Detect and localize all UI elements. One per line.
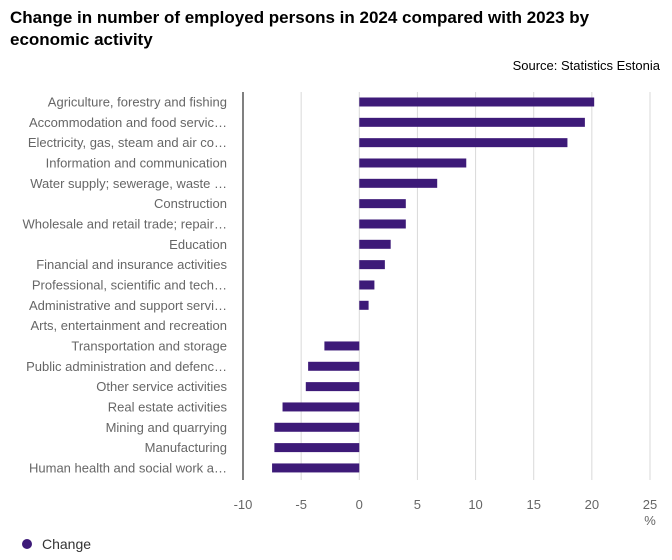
category-label: Accommodation and food servic… (29, 115, 227, 130)
bar (359, 300, 369, 310)
category-label: Transportation and storage (71, 338, 227, 353)
bar (359, 178, 438, 188)
bar (282, 402, 360, 412)
category-label: Construction (154, 196, 227, 211)
category-label: Other service activities (96, 379, 227, 394)
x-tick-label: 10 (468, 497, 482, 512)
bar (359, 260, 385, 270)
category-label: Mining and quarrying (106, 420, 227, 435)
bar (274, 443, 360, 453)
bar-layer (272, 97, 595, 473)
bar (308, 361, 360, 371)
x-tick-label: -10 (234, 497, 253, 512)
bar (305, 382, 360, 392)
category-label: Electricity, gas, steam and air co… (28, 135, 227, 150)
x-tick-label: 20 (585, 497, 599, 512)
category-label: Professional, scientific and tech… (32, 277, 227, 292)
category-label: Human health and social work a… (29, 460, 227, 475)
x-tick-label: 5 (414, 497, 421, 512)
category-label: Arts, entertainment and recreation (30, 318, 227, 333)
category-label: Public administration and defenc… (26, 359, 227, 374)
legend-label: Change (42, 536, 92, 552)
x-tick-label: 15 (526, 497, 540, 512)
bar (324, 341, 360, 351)
bar (359, 199, 406, 209)
category-label: Wholesale and retail trade; repair… (23, 216, 228, 231)
bar (359, 117, 585, 127)
grid-layer (242, 92, 651, 480)
legend-swatch (22, 539, 32, 549)
x-tick-label: 25 (643, 497, 657, 512)
category-label: Real estate activities (108, 399, 228, 414)
bar (359, 219, 406, 229)
category-label: Water supply; sewerage, waste … (30, 176, 227, 191)
category-label: Administrative and support servi… (29, 298, 227, 313)
category-labels: Agriculture, forestry and fishing Accommo… (23, 95, 228, 476)
bar (359, 280, 375, 290)
x-tick-label: 0 (356, 497, 363, 512)
x-axis-ticks: -10 -5 0 5 10 15 20 25 (234, 497, 658, 512)
bar (272, 463, 360, 473)
category-label: Financial and insurance activities (36, 257, 227, 272)
bar (274, 422, 360, 432)
chart-title: Change in number of employed persons in … (10, 8, 590, 49)
x-axis-unit: % (644, 513, 656, 528)
x-tick-label: -5 (295, 497, 307, 512)
bar (359, 158, 467, 168)
category-label: Manufacturing (145, 440, 227, 455)
category-label: Information and communication (46, 155, 227, 170)
category-label: Agriculture, forestry and fishing (48, 95, 227, 110)
bar (359, 138, 568, 148)
legend: Change (22, 536, 91, 552)
category-label: Education (169, 237, 227, 252)
bar (359, 239, 391, 249)
bar (359, 97, 595, 107)
source-note: Source: Statistics Estonia (512, 58, 660, 73)
